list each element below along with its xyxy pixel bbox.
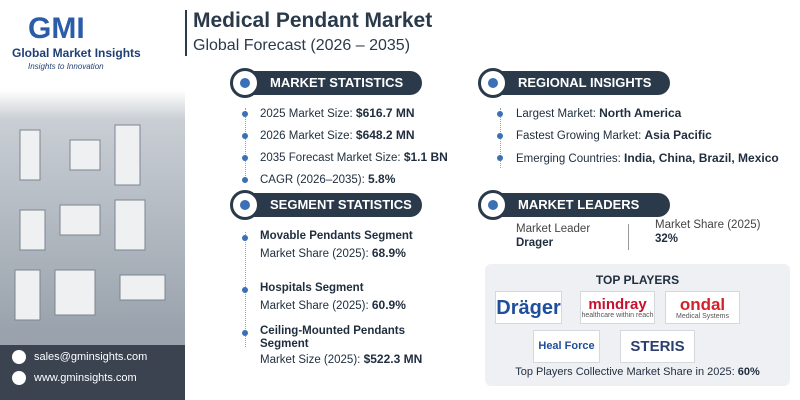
player-name: ondal	[679, 294, 726, 314]
stat: Market Size (2025): $522.3 MN	[260, 352, 422, 366]
footer: Top Players Collective Market Share in 2…	[485, 366, 790, 378]
stat-value: $1.1 BN	[403, 150, 448, 164]
leader-label: Market Leader	[516, 223, 591, 235]
stat: CAGR (2026–2035): 5.8%	[260, 172, 395, 186]
email-icon	[12, 350, 26, 364]
section-header: REGIONAL INSIGHTS	[478, 68, 670, 98]
stat: Fastest Growing Market: Asia Pacific	[516, 128, 712, 142]
player-logo: ondal Medical Systems	[665, 291, 740, 324]
stat: 2026 Market Size: $648.2 MN	[260, 128, 415, 142]
bullet	[242, 111, 248, 117]
heading: SEGMENT STATISTICS	[270, 197, 412, 212]
stat-label: Market Share (2025):	[260, 248, 369, 260]
logo: GMI	[28, 12, 85, 45]
web-icon	[12, 371, 26, 385]
bullet	[242, 330, 248, 336]
stat-label: Emerging Countries:	[516, 153, 621, 165]
stat: Market Share (2025): 68.9%	[260, 246, 406, 260]
player-name: Heal Force	[538, 340, 595, 352]
stat-label: 2035 Forecast Market Size:	[260, 152, 401, 164]
stat: Largest Market: North America	[516, 106, 681, 120]
brand: Global Market Insights	[12, 46, 141, 60]
stat-label: 2025 Market Size:	[260, 108, 353, 120]
player-logo: mindray healthcare within reach	[580, 291, 655, 324]
title: Medical Pendant Market	[193, 9, 433, 32]
stat-value: Asia Pacific	[644, 128, 712, 142]
share-label: Market Share (2025)	[655, 219, 761, 231]
tagline: Insights to Innovation	[28, 62, 104, 71]
stat-label: Market Size (2025):	[260, 354, 361, 366]
section-header: MARKET STATISTICS	[230, 68, 422, 98]
player-tagline: healthcare within reach	[581, 311, 654, 319]
player-logo: Heal Force	[533, 330, 600, 363]
stat-value: 68.9%	[371, 246, 406, 260]
stat-value: $648.2 MN	[355, 128, 415, 142]
player-name: Dräger	[496, 296, 561, 319]
stat-value: India, China, Brazil, Mexico	[624, 151, 779, 165]
section-header: SEGMENT STATISTICS	[230, 190, 422, 220]
side-panel	[0, 0, 185, 400]
contact-strip	[0, 345, 185, 400]
divider	[628, 224, 629, 250]
stat: Market Share (2025): 60.9%	[260, 298, 406, 312]
subtitle: Global Forecast (2026 – 2035)	[193, 37, 411, 54]
bullet	[242, 287, 248, 293]
stat-label: 2026 Market Size:	[260, 130, 353, 142]
bullet	[242, 133, 248, 139]
stat-value: 5.8%	[368, 172, 396, 186]
heading: MARKET LEADERS	[518, 197, 640, 212]
email: sales@gminsights.com	[34, 351, 148, 363]
footer-label: Top Players Collective Market Share in 2…	[515, 366, 735, 378]
stat-label: Largest Market:	[516, 108, 596, 120]
player-logo: STERIS	[620, 330, 695, 363]
stat-label: Market Share (2025):	[260, 300, 369, 312]
stat: 2035 Forecast Market Size: $1.1 BN	[260, 150, 448, 164]
heading: MARKET STATISTICS	[270, 75, 404, 90]
bullet	[497, 155, 503, 161]
stat-value: North America	[599, 106, 682, 120]
website: www.gminsights.com	[34, 372, 137, 384]
segment-name: Hospitals Segment	[260, 282, 364, 294]
bullet	[242, 235, 248, 241]
equipment-illustration	[14, 124, 166, 321]
stat-value: $522.3 MN	[363, 352, 423, 366]
divider	[185, 10, 187, 56]
section-header: MARKET LEADERS	[478, 190, 670, 220]
leader: Drager	[516, 237, 554, 249]
stat: Emerging Countries: India, China, Brazil…	[516, 150, 786, 168]
stat-label: CAGR (2026–2035):	[260, 174, 365, 186]
player-logo: Dräger	[495, 291, 562, 324]
stat-value: 60.9%	[371, 298, 406, 312]
stat: 2025 Market Size: $616.7 MN	[260, 106, 415, 120]
bullet	[497, 111, 503, 117]
bullet	[242, 177, 248, 183]
player-tagline: Medical Systems	[676, 312, 729, 320]
bullet	[497, 133, 503, 139]
heading: TOP PLAYERS	[595, 273, 680, 287]
stat-label: Fastest Growing Market:	[516, 130, 642, 142]
heading: REGIONAL INSIGHTS	[518, 75, 652, 90]
footer-value: 60%	[737, 366, 760, 378]
segment-name: Movable Pendants Segment	[260, 230, 413, 242]
player-name: STERIS	[630, 338, 685, 355]
bullet	[242, 155, 248, 161]
share: 32%	[655, 233, 679, 245]
player-name: mindray	[588, 295, 647, 313]
top-players-box	[485, 264, 790, 386]
stat-value: $616.7 MN	[355, 106, 415, 120]
segment-name: Ceiling-Mounted Pendants Segment	[260, 325, 406, 350]
timeline	[245, 108, 246, 180]
